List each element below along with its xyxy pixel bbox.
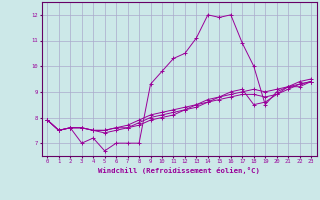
X-axis label: Windchill (Refroidissement éolien,°C): Windchill (Refroidissement éolien,°C): [98, 167, 260, 174]
